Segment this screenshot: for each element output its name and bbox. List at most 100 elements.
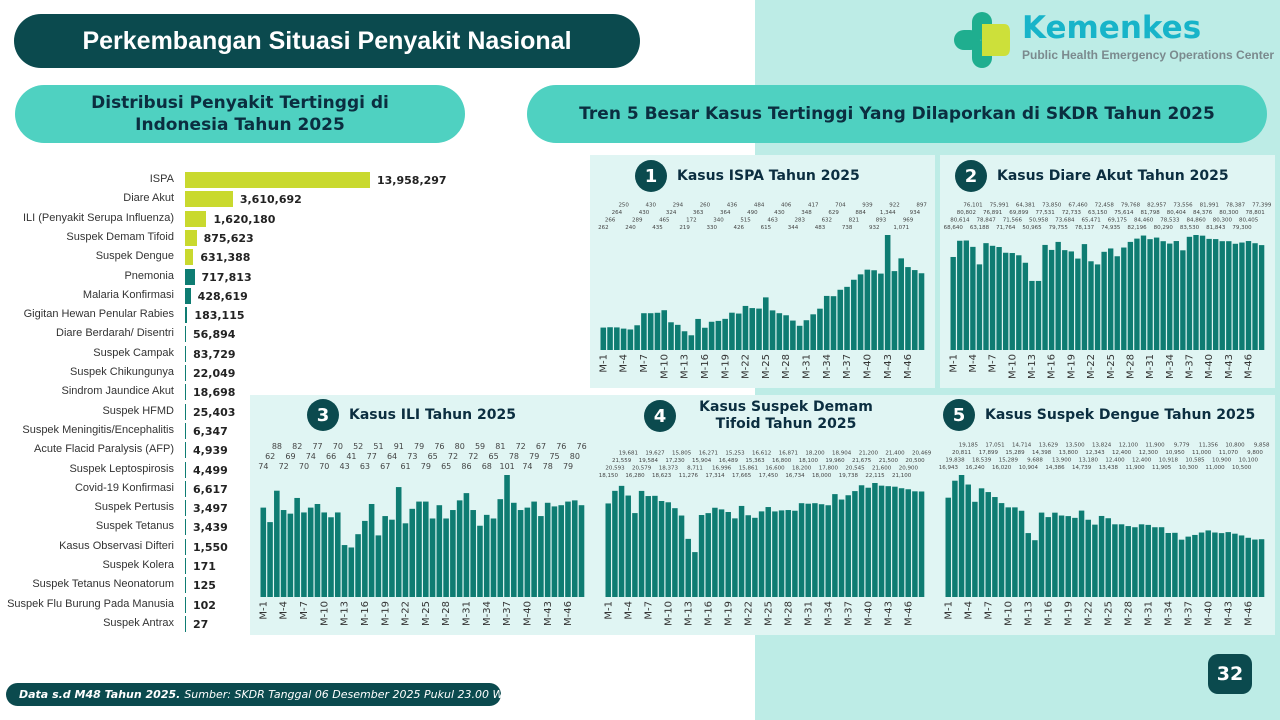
data-label: 632 bbox=[822, 218, 833, 224]
bar bbox=[712, 507, 718, 597]
bar bbox=[1075, 258, 1081, 350]
x-tick-label: M-13 bbox=[680, 354, 691, 379]
x-tick-label: M-25 bbox=[421, 601, 432, 626]
data-label: 80 bbox=[455, 442, 465, 451]
data-label: 67 bbox=[380, 462, 390, 471]
data-label: 294 bbox=[673, 203, 684, 209]
bar bbox=[892, 486, 898, 597]
chart-panel-ispa: 262 266 264 250 240 289 430 430 435 465 324 294 219 1… bbox=[590, 155, 935, 388]
data-label: 69 bbox=[285, 452, 295, 461]
x-tick-label: M-37 bbox=[1185, 354, 1196, 379]
bar bbox=[692, 552, 698, 597]
bar bbox=[765, 507, 771, 597]
x-tick-label: M-37 bbox=[502, 601, 513, 626]
disease-row: Suspek Antrax 27 bbox=[0, 614, 460, 633]
data-label: 72 bbox=[468, 452, 478, 461]
bar bbox=[871, 270, 877, 350]
data-label: 19,738 bbox=[839, 473, 859, 479]
bar bbox=[825, 505, 831, 597]
bar bbox=[1101, 251, 1107, 350]
data-label: 65 bbox=[489, 452, 499, 461]
footer-source: Data s.d M48 Tahun 2025. Sumber: SKDR Tan… bbox=[6, 683, 514, 706]
bar bbox=[1118, 524, 1125, 597]
disease-label: Suspek Tetanus Neonatorum bbox=[32, 578, 174, 591]
data-label: 18,623 bbox=[652, 473, 672, 479]
data-label: 80 bbox=[570, 452, 580, 461]
bar bbox=[301, 512, 307, 597]
disease-row: Suspek Tetanus 3,439 bbox=[0, 517, 460, 536]
bar bbox=[618, 485, 625, 597]
data-label: 73,684 bbox=[1055, 218, 1075, 224]
bar bbox=[1153, 237, 1160, 350]
bar bbox=[1078, 510, 1085, 597]
bar bbox=[996, 247, 1002, 350]
disease-row: Suspek Flu Burung Pada Manusia 102 bbox=[0, 595, 460, 614]
data-label: 430 bbox=[774, 210, 785, 216]
bar bbox=[355, 534, 361, 597]
x-tick-label: M-37 bbox=[843, 601, 854, 626]
disease-bar bbox=[185, 442, 186, 459]
chart-title: Kasus Diare Akut Tahun 2025 bbox=[997, 168, 1229, 184]
bar bbox=[1140, 235, 1147, 350]
data-label: 80,404 bbox=[1167, 210, 1187, 216]
x-tick-label: M-31 bbox=[1143, 601, 1154, 626]
data-label: 73,556 bbox=[1173, 203, 1193, 209]
data-label: 348 bbox=[801, 210, 812, 216]
bar bbox=[634, 325, 640, 350]
data-label: 79,768 bbox=[1121, 203, 1141, 209]
bar bbox=[715, 320, 722, 350]
data-label: 65 bbox=[428, 452, 438, 461]
logo-name: Kemenkes bbox=[1022, 10, 1202, 46]
data-label: 76 bbox=[577, 442, 587, 451]
bar bbox=[409, 508, 416, 597]
data-label: 81,991 bbox=[1200, 203, 1219, 209]
page-title: Perkembangan Situasi Penyakit Nasional bbox=[14, 14, 640, 68]
x-tick-label: M-46 bbox=[1243, 601, 1254, 626]
bar bbox=[654, 312, 661, 350]
data-label: 20,545 bbox=[845, 466, 865, 472]
bar bbox=[1018, 510, 1025, 597]
bar bbox=[950, 256, 956, 350]
disease-value: 3,610,692 bbox=[239, 193, 302, 207]
bar bbox=[1239, 242, 1245, 350]
disease-bar bbox=[185, 365, 186, 381]
x-tick-label: M-7 bbox=[299, 601, 310, 620]
data-label: 50,965 bbox=[1022, 225, 1042, 231]
bar bbox=[1192, 534, 1198, 597]
data-label: 15,289 bbox=[1005, 450, 1025, 456]
data-label: 75,991 bbox=[990, 203, 1009, 209]
data-label: 78,801 bbox=[1246, 210, 1265, 216]
bar bbox=[1048, 249, 1055, 350]
bar bbox=[1198, 532, 1205, 597]
data-label: 264 bbox=[612, 210, 623, 216]
data-label: 10,500 bbox=[1232, 465, 1252, 471]
chart-title: Kasus Suspek Dengue Tahun 2025 bbox=[985, 407, 1256, 423]
x-tick-label: M-25 bbox=[763, 601, 774, 626]
data-label: 10,950 bbox=[1165, 450, 1185, 456]
disease-label: Diare Akut bbox=[123, 192, 174, 205]
disease-row: Suspek Demam Tifoid 875,623 bbox=[0, 228, 460, 247]
bar bbox=[898, 488, 905, 597]
disease-row: ILI (Penyakit Serupa Influenza) 1,620,180 bbox=[0, 209, 460, 228]
bar bbox=[858, 485, 865, 597]
disease-label: Gigitan Hewan Penular Rabies bbox=[23, 308, 174, 321]
x-tick-label: M-16 bbox=[700, 354, 711, 379]
disease-value: 6,347 bbox=[193, 424, 228, 438]
data-label: 71,764 bbox=[996, 225, 1016, 231]
data-label: 18,904 bbox=[832, 451, 852, 457]
x-tick-label: M-1 bbox=[598, 354, 609, 373]
x-tick-label: M-46 bbox=[1244, 354, 1255, 379]
data-label: 20,469 bbox=[912, 451, 932, 457]
disease-row: Kasus Observasi Difteri 1,550 bbox=[0, 537, 460, 556]
bar bbox=[1225, 532, 1231, 597]
x-tick-label: M-13 bbox=[1023, 601, 1034, 626]
data-label: 79,755 bbox=[1049, 225, 1069, 231]
data-label: 20,593 bbox=[605, 466, 625, 472]
bar bbox=[742, 305, 749, 350]
bar bbox=[872, 483, 878, 597]
x-tick-label: M-1 bbox=[943, 601, 954, 620]
bar bbox=[416, 501, 422, 597]
disease-value: 83,729 bbox=[193, 347, 236, 361]
data-label: 73 bbox=[407, 452, 417, 461]
disease-value: 631,388 bbox=[200, 251, 251, 265]
